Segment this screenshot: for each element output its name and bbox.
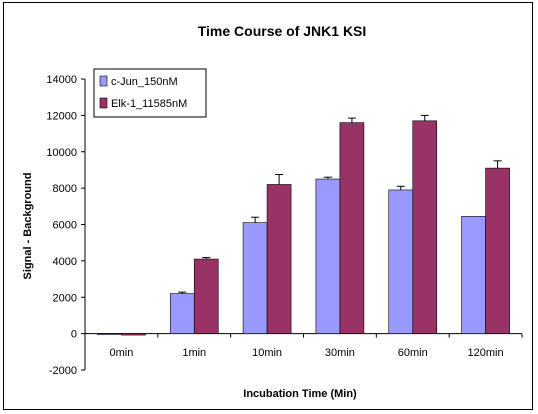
- y-tick-label: -2000: [49, 365, 77, 377]
- bar: [461, 216, 486, 334]
- bars: [97, 120, 510, 336]
- error-bars: [178, 114, 502, 294]
- y-tick-label: 4000: [53, 256, 77, 268]
- x-tick-label: 1min: [182, 347, 206, 359]
- x-axis-ticks: 0min 1min 10min 30min 60min 120min: [84, 333, 523, 359]
- bar: [485, 167, 510, 334]
- legend-box: [93, 68, 207, 118]
- y-tick-label: 10000: [46, 147, 77, 159]
- axes: [84, 79, 522, 370]
- y-tick-label: 8000: [53, 183, 77, 195]
- x-tick-label: 120min: [468, 347, 504, 359]
- legend-swatch-elk-1: [99, 97, 108, 109]
- bar: [193, 258, 219, 334]
- bar: [339, 122, 365, 334]
- x-axis-title: Incubation Time (Min): [243, 388, 357, 400]
- bar: [242, 222, 268, 334]
- legend-label-elk-1: Elk-1_11585nM: [111, 98, 187, 110]
- bar: [121, 333, 146, 336]
- legend: c-Jun_150nM Elk-1_11585nM: [93, 68, 207, 118]
- y-tick-label: 6000: [53, 220, 77, 232]
- x-tick-label: 30min: [325, 347, 355, 359]
- x-tick-label: 60min: [398, 347, 428, 359]
- bar: [412, 120, 438, 334]
- y-tick-label: 14000: [46, 74, 77, 86]
- y-axis-title: Signal - Background: [22, 173, 34, 280]
- legend-swatch-c-jun: [99, 75, 108, 87]
- chart-title: Time Course of JNK1 KSI: [198, 23, 367, 39]
- bar: [169, 293, 195, 334]
- bar: [266, 184, 292, 334]
- x-tick-label: 0min: [109, 347, 133, 359]
- y-axis-ticks: 14000 12000 10000 8000 6000 4000 2000 0 -2000: [46, 74, 85, 377]
- legend-label-c-jun: c-Jun_150nM: [111, 76, 178, 88]
- y-tick-label: 2000: [53, 292, 77, 304]
- bar: [97, 333, 122, 335]
- bar: [388, 189, 414, 334]
- x-tick-label: 10min: [252, 347, 282, 359]
- y-tick-label: 0: [71, 329, 77, 341]
- y-tick-label: 12000: [46, 110, 77, 122]
- bar: [315, 178, 341, 334]
